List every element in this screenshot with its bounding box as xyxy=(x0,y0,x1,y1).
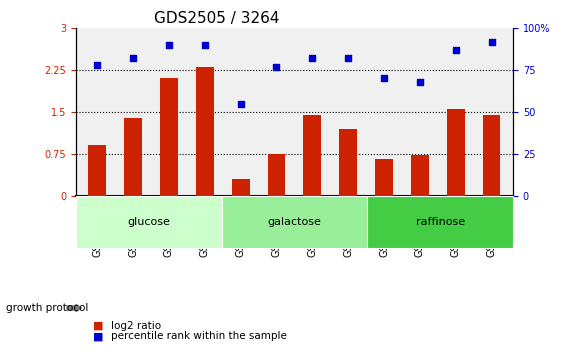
Bar xyxy=(375,159,393,195)
Point xyxy=(200,42,209,48)
Text: galactose: galactose xyxy=(268,217,321,227)
Bar xyxy=(339,129,357,195)
Point xyxy=(236,101,245,107)
Text: raffinose: raffinose xyxy=(416,217,465,227)
Text: log2 ratio: log2 ratio xyxy=(111,321,161,331)
Point xyxy=(451,47,461,53)
FancyBboxPatch shape xyxy=(222,195,367,248)
FancyBboxPatch shape xyxy=(76,195,222,248)
Point xyxy=(343,56,353,61)
Point xyxy=(487,39,496,45)
Text: growth protocol: growth protocol xyxy=(6,303,88,313)
Bar xyxy=(124,118,142,195)
Point xyxy=(164,42,174,48)
Bar xyxy=(447,109,465,195)
Point xyxy=(93,62,102,68)
Text: ■: ■ xyxy=(93,331,104,341)
Text: glucose: glucose xyxy=(127,217,170,227)
Bar xyxy=(268,154,286,195)
Bar xyxy=(231,179,250,195)
Bar xyxy=(483,115,500,195)
Point xyxy=(272,64,281,70)
Point xyxy=(415,79,424,85)
Bar xyxy=(411,155,429,195)
Text: GDS2505 / 3264: GDS2505 / 3264 xyxy=(154,11,280,26)
Point xyxy=(308,56,317,61)
Text: percentile rank within the sample: percentile rank within the sample xyxy=(111,331,287,341)
Bar xyxy=(160,79,178,195)
Bar xyxy=(303,115,321,195)
Point xyxy=(380,76,389,81)
Text: ■: ■ xyxy=(93,321,104,331)
Bar xyxy=(196,67,214,195)
FancyBboxPatch shape xyxy=(367,195,513,248)
Point xyxy=(128,56,138,61)
Bar xyxy=(89,145,106,195)
